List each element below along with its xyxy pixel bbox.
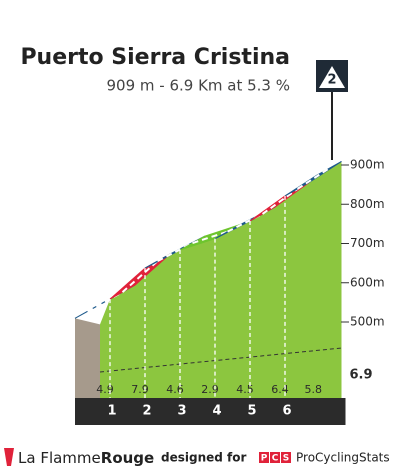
plot: 4.9 7.9 4.6 2.9 4.5 6.4 5.8 1 2 3 4 5 6 6.9 500m 600m 70…	[74, 158, 385, 425]
title: Puerto Sierra Cristina	[20, 45, 290, 70]
y-tick-label: 900m	[350, 158, 385, 172]
ridge-dash	[261, 188, 299, 215]
ridge-dash	[296, 167, 330, 190]
gradient-label: 4.6	[166, 383, 184, 396]
category: 2	[327, 73, 336, 88]
km-label: 6	[282, 404, 291, 419]
footer: La FlammeRouge designed for P C S ProCyc…	[4, 448, 390, 467]
km-label: 1	[107, 404, 116, 419]
total-km: 6.9	[349, 368, 372, 383]
gradient-label: 4.9	[96, 383, 114, 396]
km-label: 2	[142, 404, 151, 419]
slope-face	[100, 161, 342, 398]
pcs-letter: S	[283, 454, 289, 464]
gradient-label: 4.5	[236, 383, 254, 396]
designed-for: designed for	[161, 451, 246, 465]
pcs-letter: C	[272, 454, 279, 464]
km-label: 4	[212, 404, 221, 419]
badge-triangle	[319, 66, 345, 88]
pcs-box	[259, 452, 269, 463]
y-tick-label: 700m	[350, 236, 385, 250]
wall	[75, 318, 100, 400]
ridge-dash	[192, 230, 228, 244]
y-tick-label: 600m	[350, 275, 385, 289]
base	[75, 398, 346, 425]
dash-line	[99, 347, 342, 373]
pcs-box	[270, 452, 280, 463]
pcs-box	[281, 452, 291, 463]
gradient-label: 2.9	[201, 383, 219, 396]
y-tick-label: 500m	[350, 315, 385, 329]
logo	[4, 448, 14, 466]
ridge-dash	[121, 260, 159, 293]
site: ProCyclingStats	[296, 451, 390, 465]
pcs-letter: P	[261, 454, 268, 464]
gradient-label: 6.4	[271, 383, 289, 396]
brand: La FlammeRouge	[18, 449, 154, 467]
km-label: 3	[177, 404, 186, 419]
km-label: 5	[247, 404, 256, 419]
y-tick-label: 800m	[350, 197, 385, 211]
gradient-label: 7.9	[131, 383, 149, 396]
gradient-label: 5.8	[305, 383, 323, 396]
subtitle: 909 m - 6.9 Km at 5.3 %	[106, 77, 290, 95]
